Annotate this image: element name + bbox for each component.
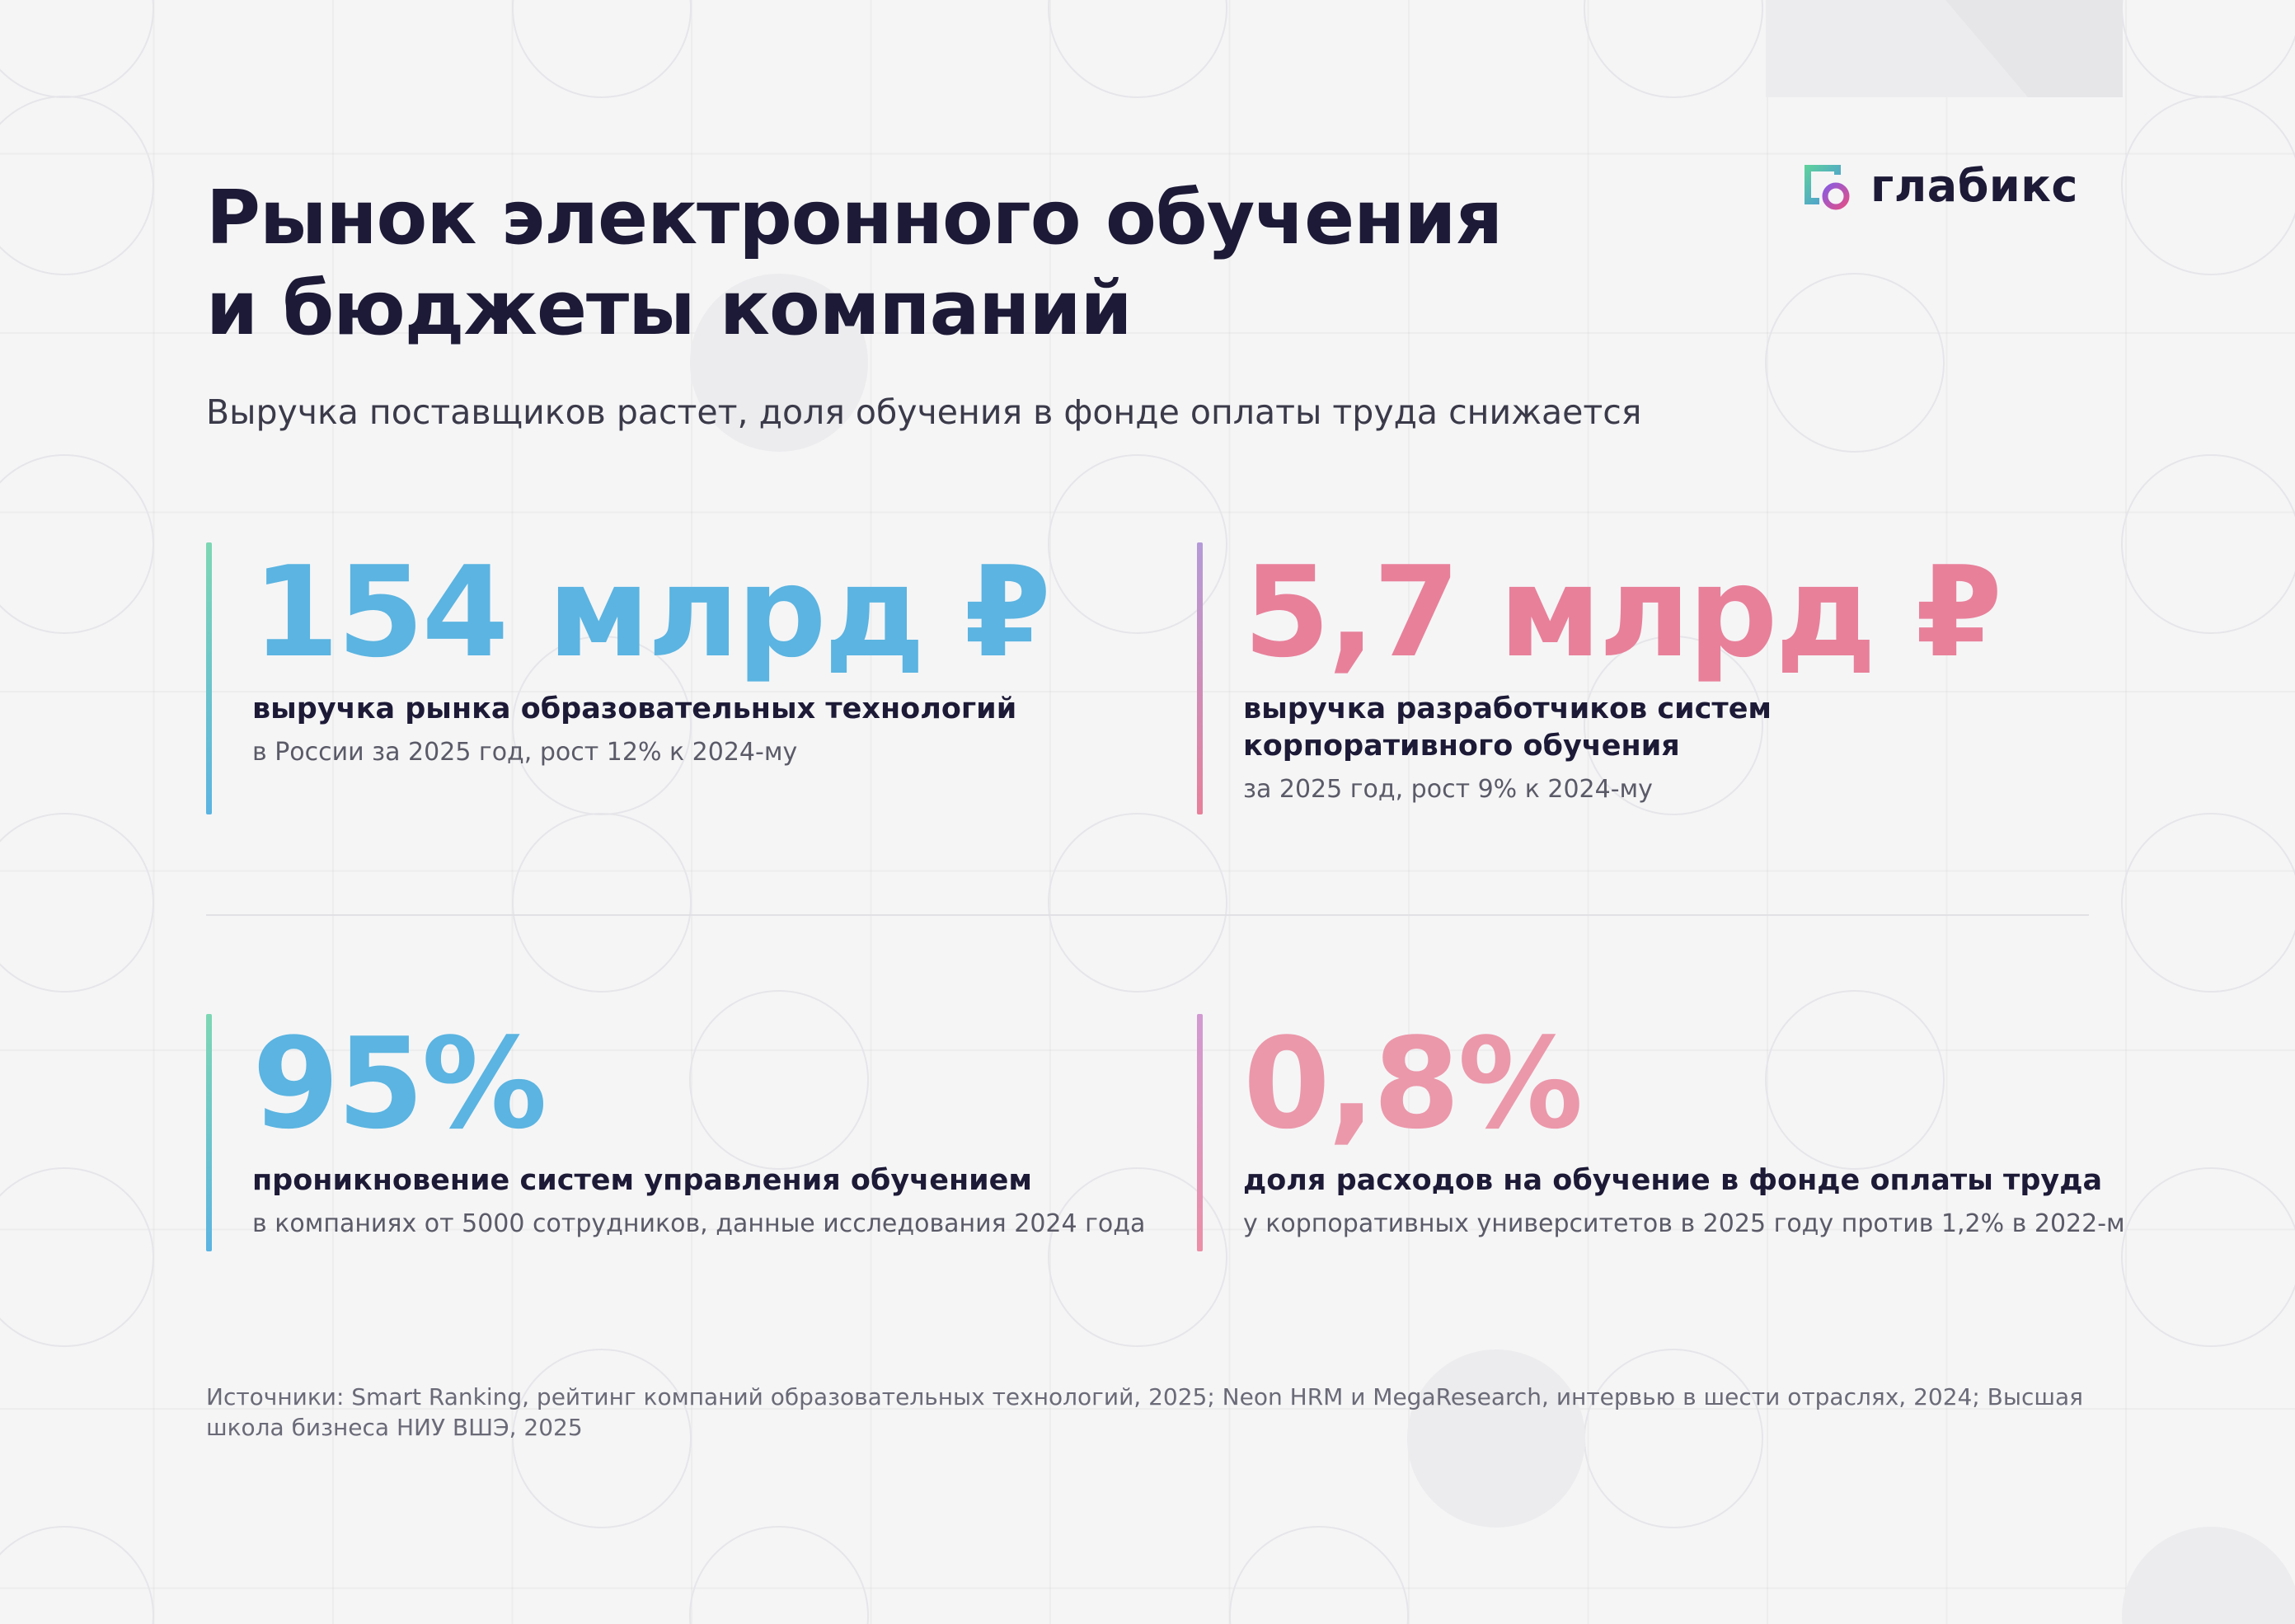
stat-accent-bar bbox=[206, 542, 212, 814]
stat-accent-bar bbox=[206, 1014, 212, 1251]
stat-card-corporate-learning-revenue: 5,7 млрд ₽ выручка разработчиков систем … bbox=[1197, 542, 2175, 814]
section-divider bbox=[206, 914, 2089, 916]
stat-accent-bar bbox=[1197, 1014, 1203, 1251]
stat-label: проникновение систем управления обучение… bbox=[252, 1164, 1032, 1197]
stat-accent-bar bbox=[1197, 542, 1203, 814]
stat-note: у корпоративных университетов в 2025 год… bbox=[1243, 1209, 2125, 1238]
stat-label: выручка разработчиков систем корпоративн… bbox=[1243, 692, 1772, 763]
title-line-1: Рынок электронного обучения bbox=[206, 175, 1503, 261]
brand-name: глабикс bbox=[1870, 160, 2078, 212]
stat-label: доля расходов на обучение в фонде оплаты… bbox=[1243, 1164, 2103, 1197]
title-line-2: и бюджеты компаний bbox=[206, 265, 1133, 352]
stat-value: 95% bbox=[252, 1011, 547, 1157]
glabix-logo-icon bbox=[1805, 165, 1850, 210]
stat-value: 154 млрд ₽ bbox=[252, 539, 1051, 685]
stat-note: в компаниях от 5000 сотрудников, данные … bbox=[252, 1209, 1146, 1238]
stat-card-training-budget-share: 0,8% доля расходов на обучение в фонде о… bbox=[1197, 1014, 2175, 1251]
stat-card-edtech-revenue: 154 млрд ₽ выручка рынка образовательных… bbox=[206, 542, 1184, 814]
stat-label: выручка рынка образовательных технологий bbox=[252, 692, 1017, 725]
stat-note: в России за 2025 год, рост 12% к 2024-му bbox=[252, 738, 798, 767]
page-subtitle: Выручка поставщиков растет, доля обучени… bbox=[206, 392, 1642, 432]
stat-note: за 2025 год, рост 9% к 2024-му bbox=[1243, 775, 1653, 804]
page-title: Рынок электронного обучения и бюджеты ко… bbox=[206, 173, 1503, 354]
brand-logo: глабикс bbox=[1801, 162, 2078, 211]
stat-value: 5,7 млрд ₽ bbox=[1243, 539, 2002, 685]
sources-footnote: Источники: Smart Ranking, рейтинг компан… bbox=[206, 1383, 2083, 1441]
stat-card-lms-penetration: 95% проникновение систем управления обуч… bbox=[206, 1014, 1184, 1251]
stat-value: 0,8% bbox=[1243, 1011, 1584, 1157]
